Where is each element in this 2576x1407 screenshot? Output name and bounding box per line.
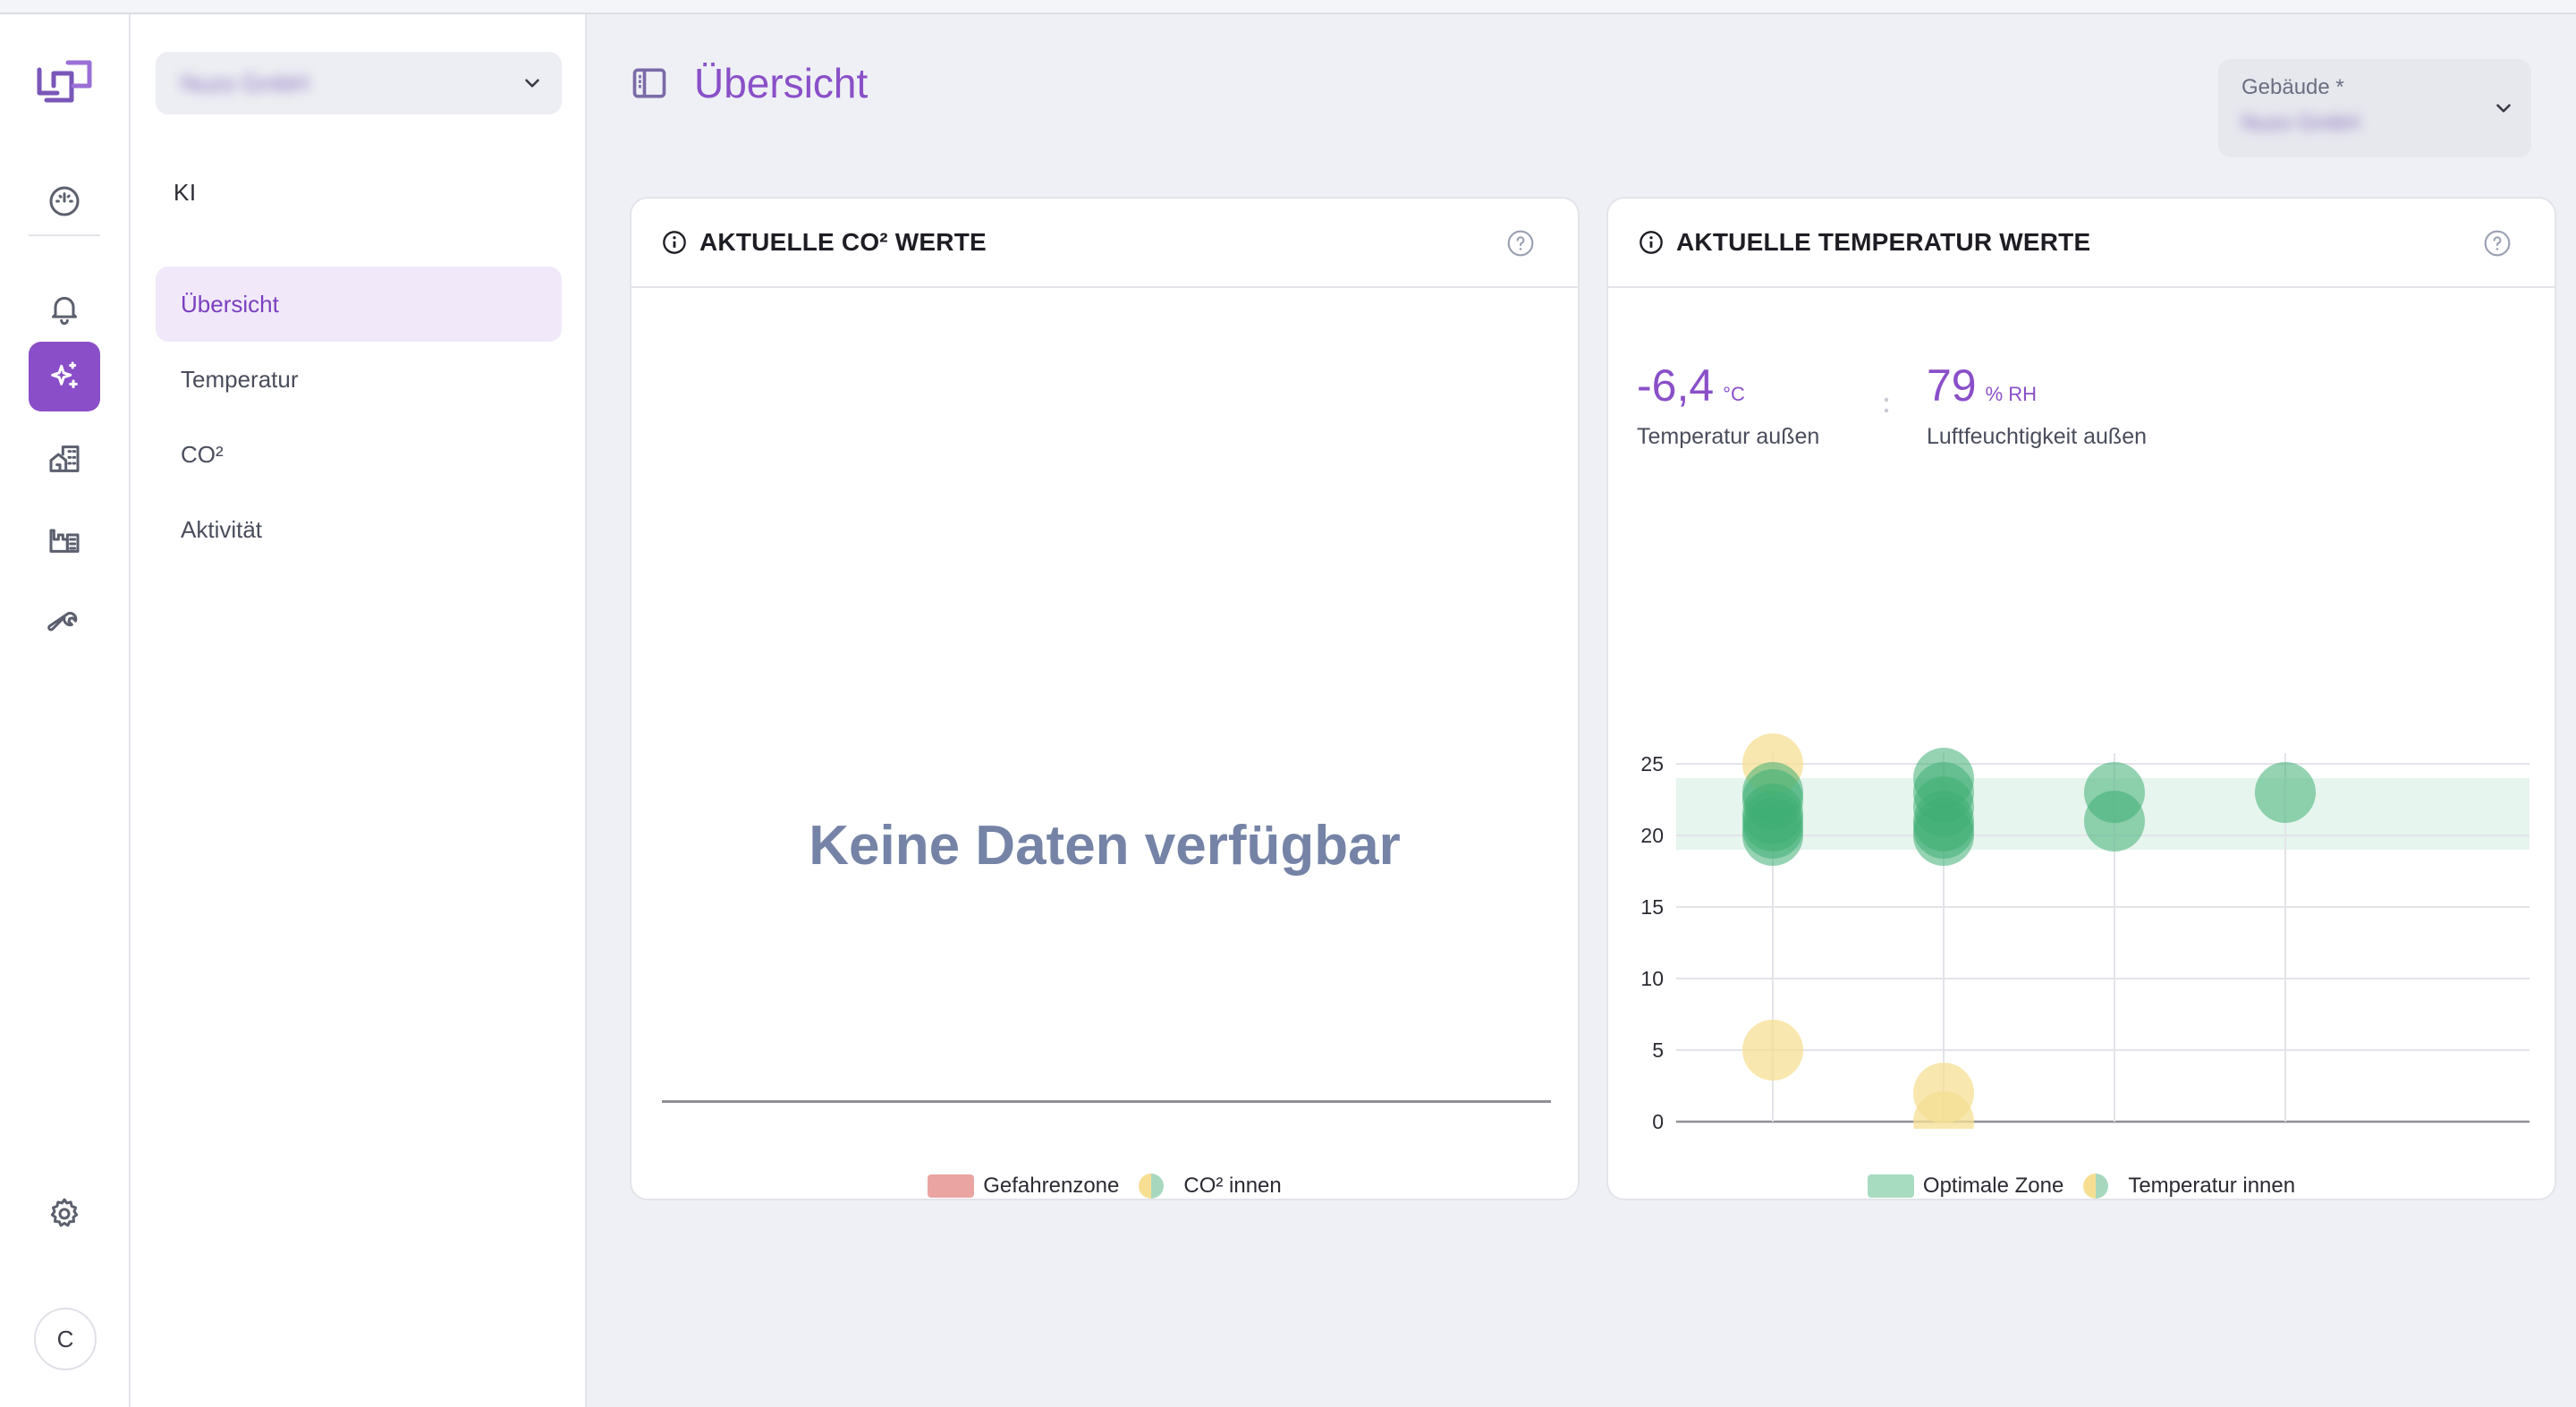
no-data-message: Keine Daten verfügbar: [809, 815, 1401, 877]
logo-icon[interactable]: [32, 50, 97, 114]
outside-humidity-metric: 79 % RH Luftfeuchtigkeit außen: [1927, 360, 2147, 450]
building-select-label: Gebäude *: [2241, 75, 2344, 99]
temperature-card: AKTUELLE TEMPERATUR WERTE -6,4 °C Tempera…: [1606, 197, 2556, 1200]
rail-ki[interactable]: [29, 342, 100, 411]
outside-temperature-label: Temperatur außen: [1637, 424, 1820, 449]
outside-temperature-metric: -6,4 °C Temperatur außen: [1637, 360, 1819, 450]
y-tick-label: 20: [1640, 824, 1664, 847]
legend-label-temperatur-innen: Temperatur innen: [2128, 1174, 2296, 1198]
y-tick-label: 0: [1652, 1110, 1664, 1129]
legend-gefahrenzone[interactable]: Gefahrenzone: [928, 1174, 1119, 1199]
nav-item-uebersicht[interactable]: Übersicht: [156, 267, 562, 342]
legend-temperatur-innen[interactable]: Temperatur innen: [2063, 1174, 2295, 1199]
rail-dashboard[interactable]: [29, 166, 100, 236]
temperature-point: [1913, 1091, 1974, 1129]
y-tick-label: 15: [1640, 895, 1664, 919]
temperature-card-title: AKTUELLE TEMPERATUR WERTE: [1676, 228, 2091, 256]
nav-item-co2[interactable]: CO²: [181, 440, 224, 468]
bell-icon: [52, 296, 77, 326]
legend-label-co2-innen: CO² innen: [1183, 1174, 1282, 1198]
temperature-point: [1742, 1020, 1803, 1081]
rail-notifications[interactable]: [29, 274, 100, 343]
info-icon: [1640, 231, 1663, 254]
co2-card: AKTUELLE CO² WERTE Keine Daten verfügbar…: [630, 197, 1580, 1200]
nav-item-aktivitaet[interactable]: Aktivität: [181, 515, 263, 543]
temperature-point: [1913, 805, 1974, 866]
outside-humidity-label: Luftfeuchtigkeit außen: [1927, 424, 2147, 449]
building-select[interactable]: Gebäude * Nuzo GmbH: [2218, 59, 2531, 157]
organization-name: Nuzo GmbH: [181, 69, 309, 97]
section-label-ki: KI: [174, 179, 197, 206]
y-tick-label: 25: [1640, 752, 1664, 776]
outside-humidity-unit: % RH: [1985, 383, 2038, 405]
legend-dot-temperature: [2083, 1174, 2109, 1199]
temperature-point: [2255, 762, 2316, 823]
chevron-down-icon: [2496, 104, 2511, 113]
settings-icon: [50, 1198, 79, 1227]
page-title: Übersicht: [694, 60, 869, 106]
buildings-icon: [49, 445, 80, 472]
co2-legend: Gefahrenzone CO² innen: [631, 1174, 1578, 1199]
rail-maintenance[interactable]: [29, 587, 100, 657]
temperature-point: [1742, 805, 1803, 866]
nav-item-temperatur[interactable]: Temperatur: [181, 365, 299, 393]
outside-temperature-value: -6,4: [1637, 360, 1715, 411]
wrench-icon: [47, 612, 78, 631]
chevron-down-icon: [525, 79, 539, 88]
building-select-value: Nuzo GmbH: [2241, 111, 2360, 135]
legend-co2-innen[interactable]: CO² innen: [1119, 1174, 1282, 1199]
y-tick-label: 5: [1652, 1038, 1664, 1062]
outside-temperature-unit: °C: [1723, 383, 1745, 405]
gauge-icon: [49, 186, 80, 216]
window-top-bar: [0, 0, 2576, 14]
rail-facilities[interactable]: [29, 504, 100, 574]
factory-icon: [49, 529, 80, 553]
rail-settings[interactable]: [29, 1179, 100, 1249]
organization-select[interactable]: Nuzo GmbH: [156, 52, 562, 114]
secondary-sidebar: Nuzo GmbH KI Übersicht Temperatur CO² Ak…: [131, 14, 587, 1407]
legend-label-gefahrenzone: Gefahrenzone: [983, 1174, 1120, 1198]
rail-separator: [29, 234, 100, 236]
metric-separator: [1884, 397, 1889, 413]
rail-buildings[interactable]: [29, 424, 100, 494]
main-content: Übersicht Gebäude * Nuzo GmbH AKTUELLE C…: [587, 14, 2576, 1407]
icon-sidebar: C: [0, 14, 131, 1407]
legend-label-optimale-zone: Optimale Zone: [1922, 1174, 2064, 1198]
info-icon: [663, 231, 686, 254]
help-icon[interactable]: [1506, 229, 1535, 258]
co2-card-title: AKTUELLE CO² WERTE: [699, 228, 987, 256]
legend-dot-co2: [1139, 1174, 1165, 1199]
temperature-card-header: AKTUELLE TEMPERATUR WERTE: [1608, 199, 2555, 288]
help-icon[interactable]: [2483, 229, 2512, 258]
temperature-legend: Optimale Zone Temperatur innen: [1608, 1174, 2555, 1199]
page-header: Übersicht: [630, 59, 868, 107]
legend-swatch-optimal: [1867, 1174, 1914, 1198]
temperature-scatter-chart: 05101520253.OG2.OG1.OGEG: [1640, 733, 2529, 1129]
ai-sparkle-icon: [51, 361, 78, 389]
co2-chart-axis: [662, 1100, 1551, 1103]
co2-card-header: AKTUELLE CO² WERTE: [631, 199, 1578, 288]
legend-swatch-danger: [928, 1174, 975, 1198]
temperature-point: [2084, 791, 2145, 852]
legend-optimale-zone[interactable]: Optimale Zone: [1867, 1174, 2064, 1199]
sidebar-toggle-icon[interactable]: [630, 64, 669, 103]
user-avatar[interactable]: C: [34, 1308, 97, 1370]
outside-humidity-value: 79: [1927, 360, 1977, 411]
y-tick-label: 10: [1640, 967, 1664, 990]
